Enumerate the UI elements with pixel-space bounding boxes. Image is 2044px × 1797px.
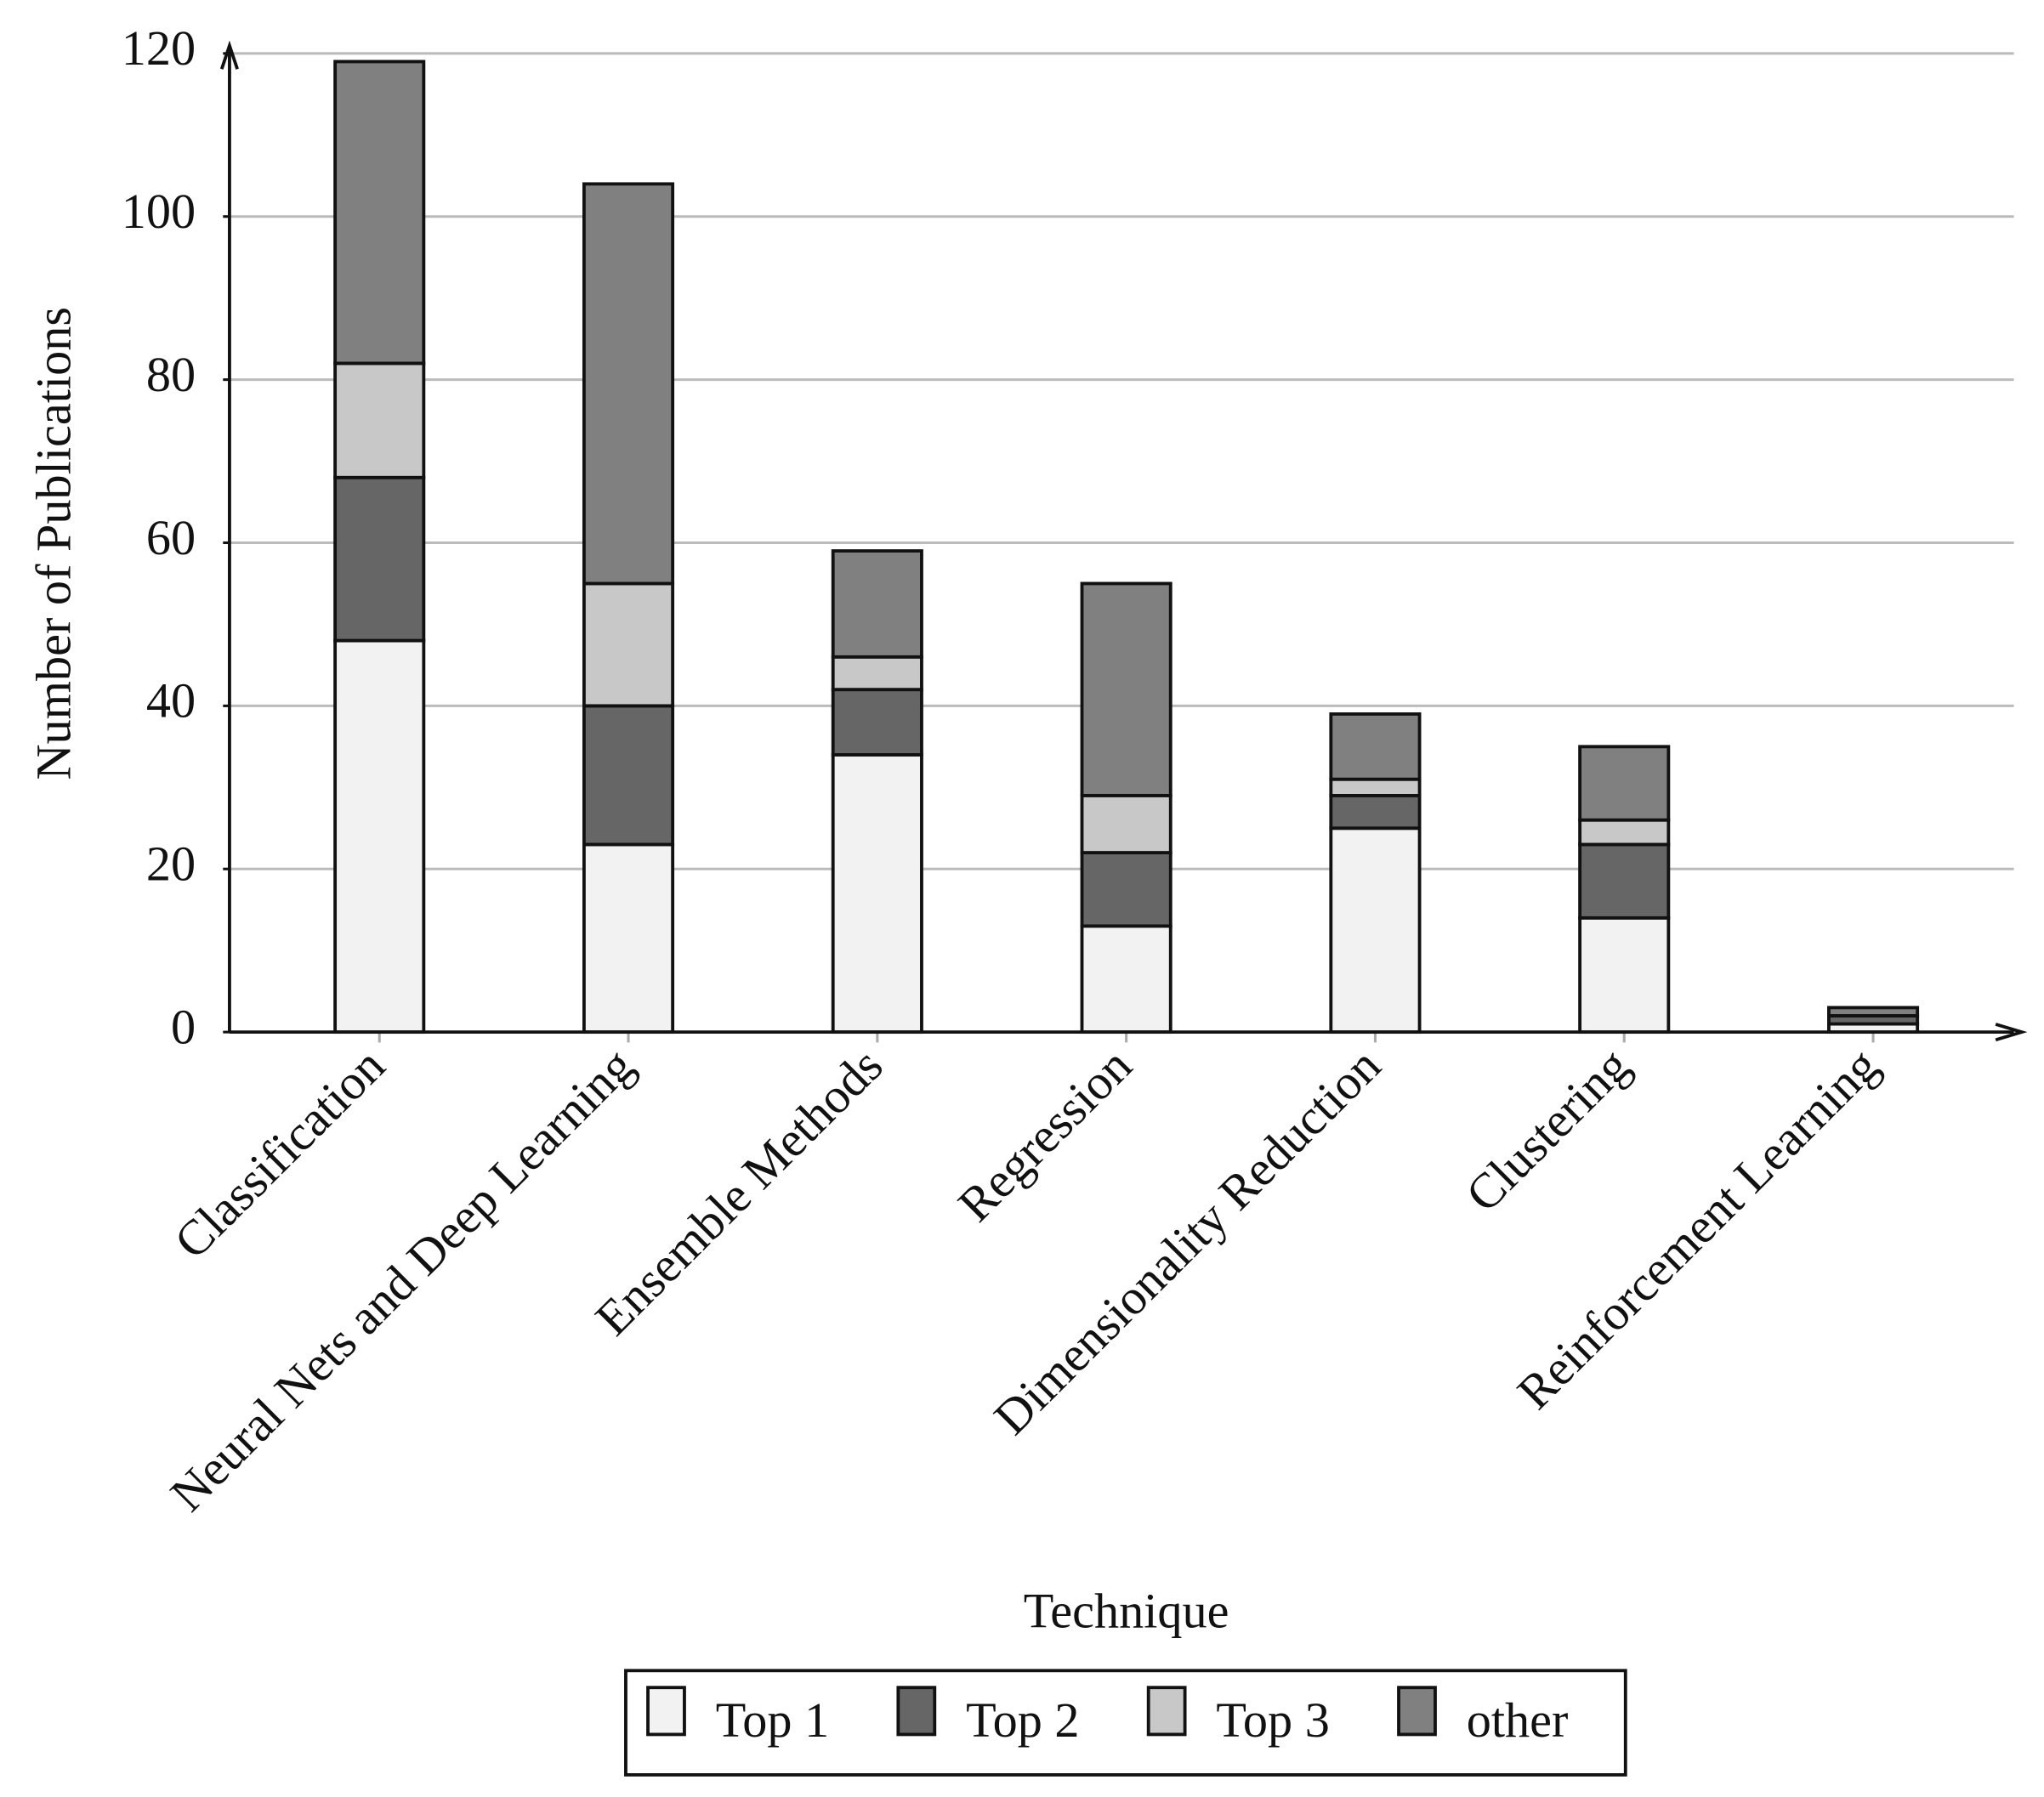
bar-segment (831, 549, 923, 659)
legend-swatch (1146, 1686, 1187, 1737)
x-tick-label: Regression (947, 1038, 1142, 1233)
bar-segment (333, 475, 426, 643)
legend-label: Top 3 (1216, 1692, 1329, 1748)
legend-box (624, 1669, 1627, 1777)
legend-label: Top 1 (716, 1692, 829, 1748)
bar-segment (582, 704, 675, 847)
x-tick-label: Neural Nets and Deep Learning (160, 1038, 644, 1522)
bar-segment (831, 655, 923, 692)
bar-segment (333, 361, 426, 479)
x-tick-label: Classification (163, 1038, 395, 1269)
y-tick-label: 100 (122, 184, 196, 239)
bar-segment (1080, 581, 1172, 797)
bar-segment (1578, 916, 1671, 1035)
x-axis-label: Technique (1024, 1583, 1229, 1638)
x-axis-arrow (1995, 1023, 2028, 1042)
y-tick-label: 120 (122, 20, 196, 76)
legend-swatch (1397, 1686, 1437, 1737)
bar-segment (1827, 1006, 1920, 1018)
bar-segment (333, 60, 426, 366)
bar-segment (582, 842, 675, 1035)
bar-segment (1578, 745, 1671, 822)
legend-label: Top 2 (966, 1692, 1079, 1748)
bar-segment (1080, 851, 1172, 928)
y-tick-label: 60 (146, 510, 196, 565)
bar-segment (1578, 818, 1671, 847)
bar-segment (1080, 924, 1172, 1035)
x-tick-label: Clustering (1455, 1038, 1640, 1223)
legend-label: other (1467, 1692, 1569, 1748)
y-tick-label: 20 (146, 836, 196, 892)
legend-swatch (646, 1686, 686, 1737)
legend-swatch (896, 1686, 937, 1737)
bar-segment (1578, 842, 1671, 920)
bar-segment (582, 581, 675, 708)
bar-segment (831, 688, 923, 757)
y-axis-arrow (219, 40, 239, 70)
bar-segment (333, 638, 426, 1035)
bar-segment (582, 182, 675, 586)
bar-segment (1329, 712, 1422, 781)
bar-segment (1329, 777, 1422, 797)
y-axis-label: Number of Publications (26, 307, 81, 780)
y-tick-label: 40 (146, 673, 196, 728)
bar-segment (1329, 826, 1422, 1035)
bar-segment (831, 753, 923, 1035)
y-tick-label: 80 (146, 347, 196, 402)
bar-segment (1329, 793, 1422, 830)
bar-segment (1080, 793, 1172, 854)
y-tick-label: 0 (171, 1000, 196, 1055)
